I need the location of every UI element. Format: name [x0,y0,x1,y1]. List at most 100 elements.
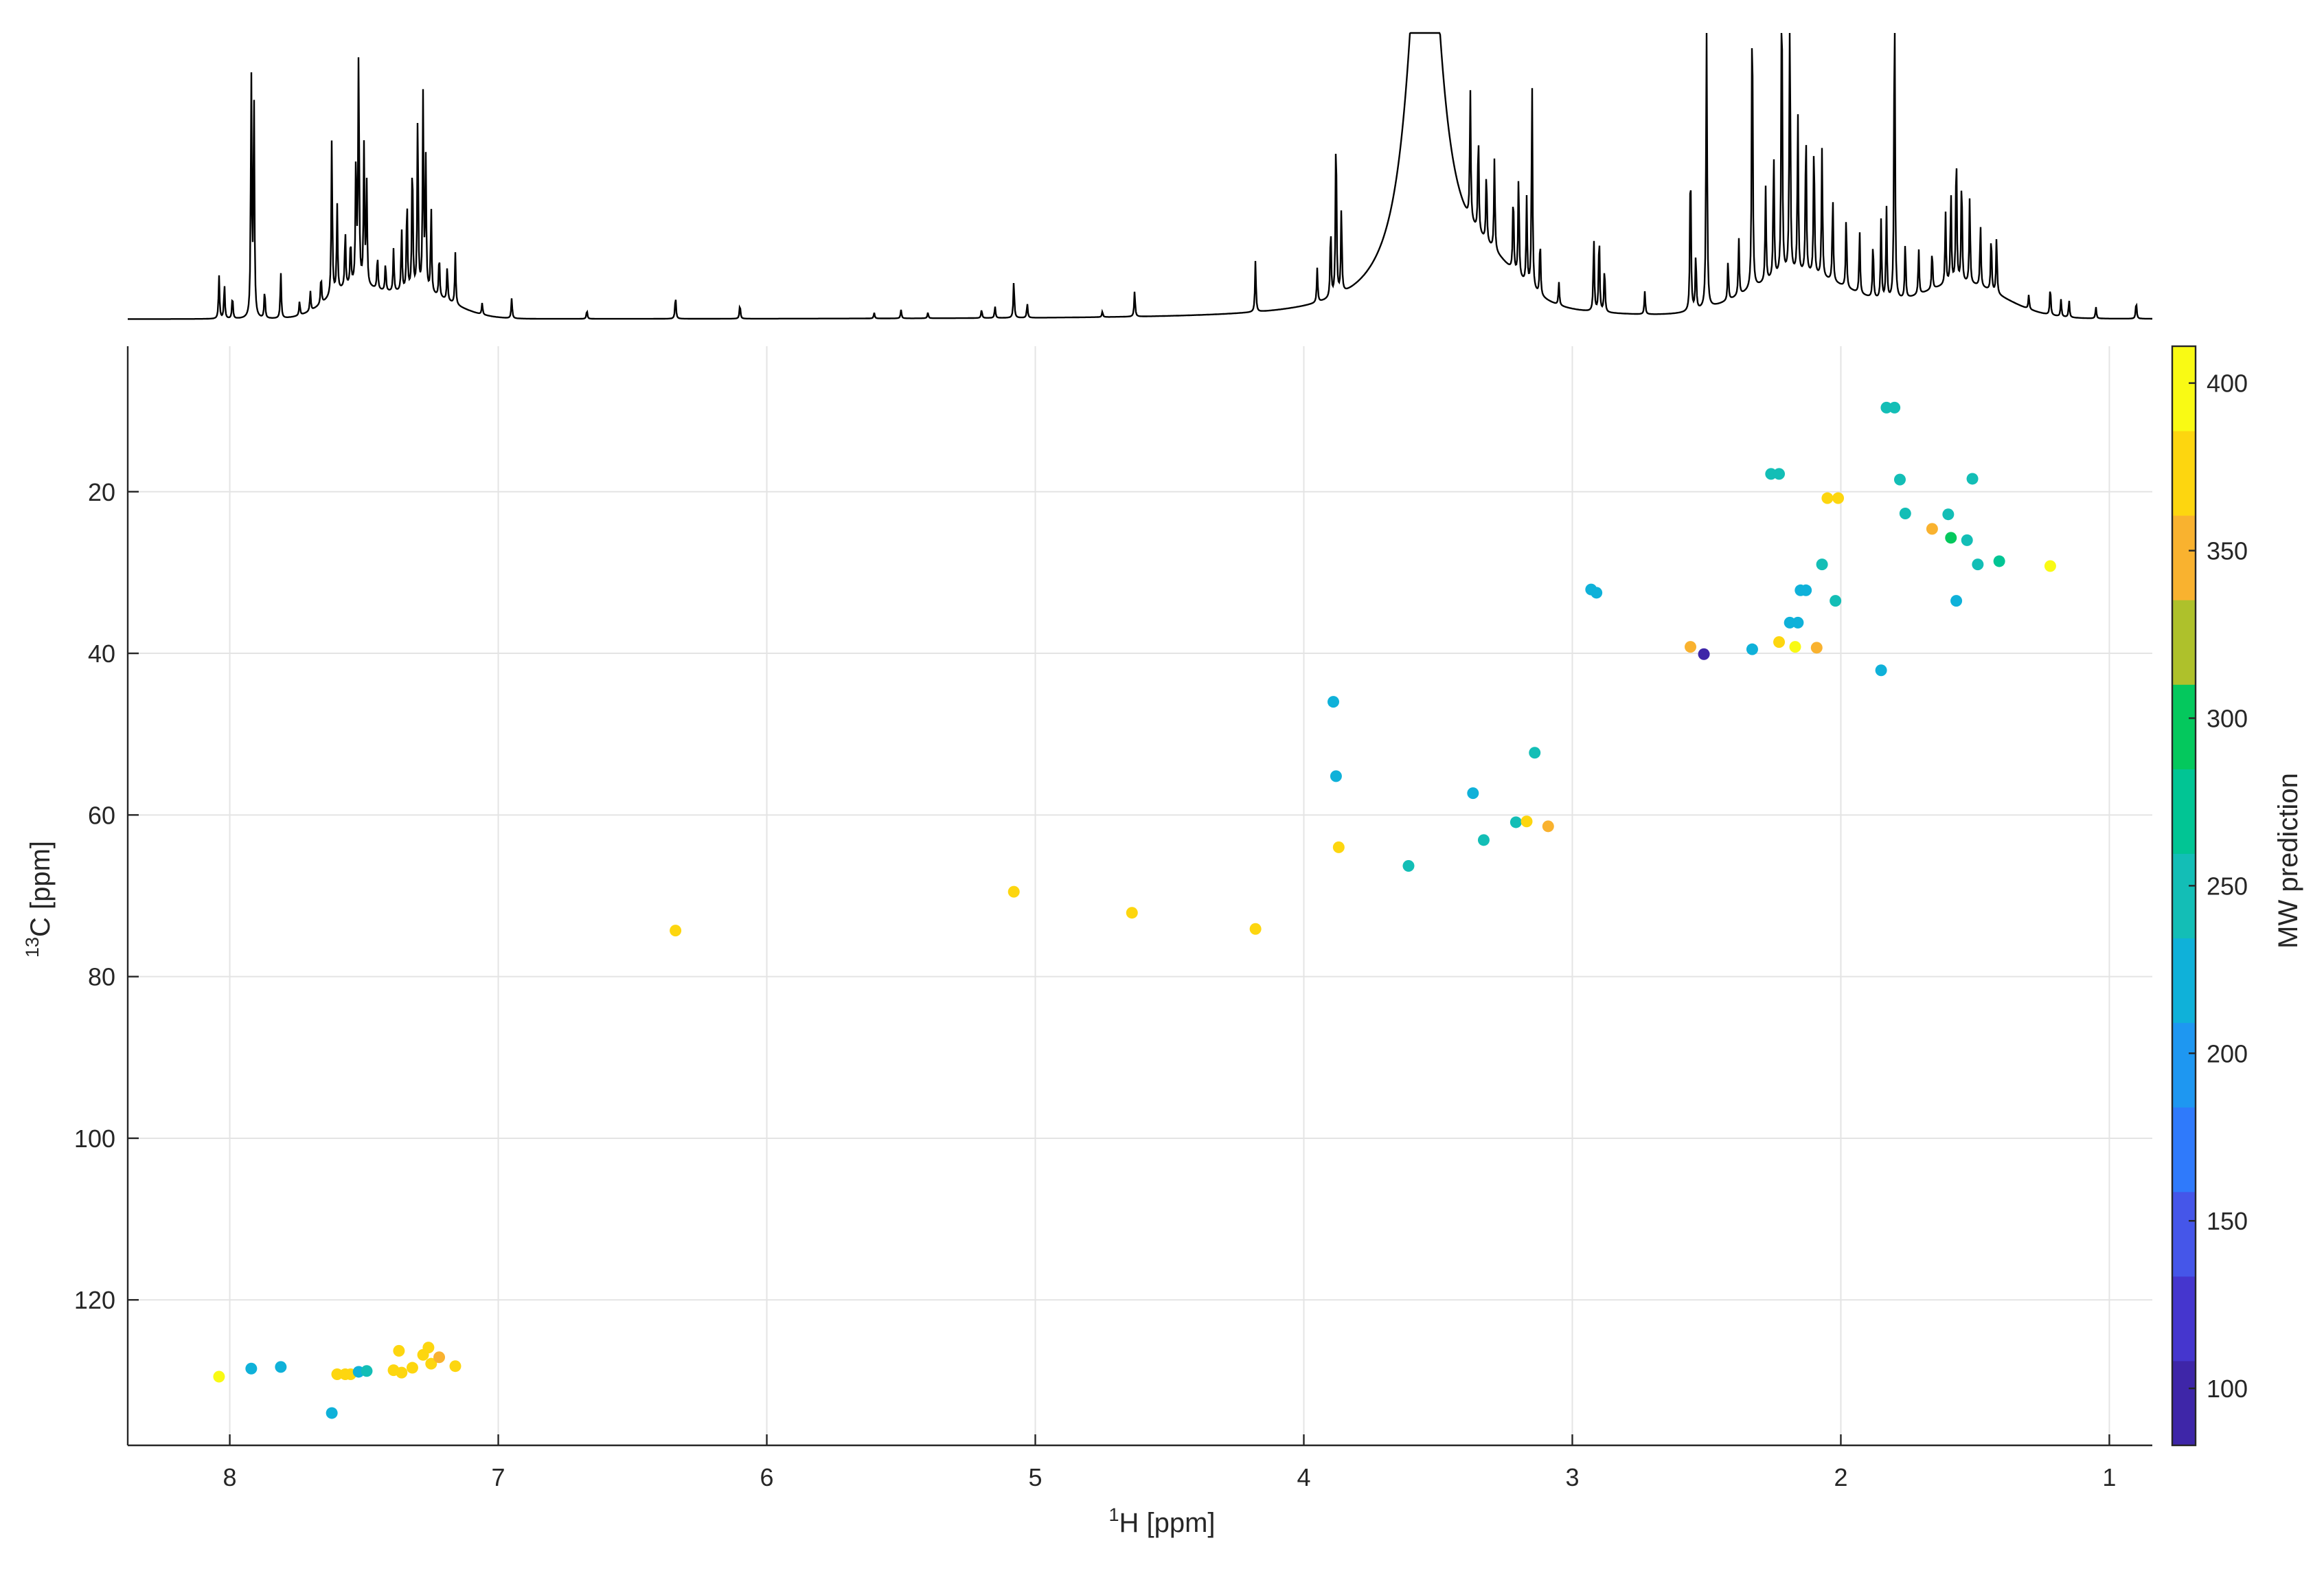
x-tick-label: 5 [1029,1463,1043,1491]
colorbar-tick-label: 400 [2207,370,2248,398]
scatter-point [331,1368,343,1380]
colorbar-segment [2172,768,2196,854]
colorbar-label: MW prediction [2273,773,2303,949]
x-tick-label: 3 [1565,1463,1579,1491]
x-tick-label: 4 [1297,1463,1310,1491]
colorbar-tick-label: 300 [2207,704,2248,732]
y-tick-label: 40 [88,640,115,668]
x-tick-label: 7 [492,1463,505,1491]
1h-spectrum-trace [128,32,2152,320]
scatter-point [1330,770,1342,782]
y-axis-label-text: C [ppm] [25,841,56,937]
scatter-point [422,1342,435,1354]
x-tick-label: 8 [223,1463,237,1491]
x-axis-label-text: H [ppm] [1119,1508,1215,1538]
scatter-point [406,1362,418,1374]
colorbar-tick-label: 250 [2207,872,2248,900]
scatter-point [245,1362,258,1375]
scatter-point [1746,643,1758,655]
colorbar-segment [2172,684,2196,769]
scatter-point [1893,473,1906,486]
y-tick-label: 80 [88,963,115,991]
y-tick-label: 60 [88,801,115,829]
x-tick-label: 6 [760,1463,774,1491]
colorbar-segment [2172,853,2196,939]
colorbar-tick-label: 350 [2207,537,2248,565]
scatter-points [213,401,2056,1419]
scatter-point [1773,468,1786,480]
scatter-point [670,925,682,937]
scatter-point [1529,747,1541,759]
colorbar-tick-label: 200 [2207,1039,2248,1068]
colorbar-segment [2172,515,2196,600]
scatter-point [1899,508,1911,520]
scatter-point [1332,841,1345,853]
scatter-point [1126,907,1138,919]
scatter-point [361,1365,373,1377]
scatter-point [213,1370,225,1383]
scatter-point [1972,558,1984,571]
scatter-point [1789,641,1801,653]
x-tick-label: 1 [2102,1463,2116,1491]
y-tick-label: 120 [74,1286,115,1314]
colorbar-segment [2172,1022,2196,1108]
colorbar: 100 150 200 250 300 350 400 [2171,345,2248,1447]
y-tick-label: 20 [88,478,115,506]
scatter-point [1993,555,2005,567]
x-tick-label: 2 [1834,1463,1847,1491]
scatter-point [1816,558,1828,571]
scatter-point [1765,468,1777,480]
scatter-point [1961,534,1973,546]
scatter-point [1477,834,1490,846]
scatter-point [1698,648,1710,660]
scatter-point [1249,923,1262,935]
colorbar-segment [2172,599,2196,685]
scatter-point [1821,492,1834,504]
scatter-point [1942,508,1955,521]
colorbar-segment [2172,1107,2196,1193]
scatter-point [1945,532,1957,544]
scatter-point [1966,473,1979,485]
colorbar-frame [2171,345,2197,1447]
grid-lines [128,346,2152,1445]
1h-spectrum-panel [128,32,2152,320]
scatter-point [326,1407,338,1419]
scatter-point [1467,787,1479,800]
scatter-point [1810,642,1823,654]
y-axis-label: 13C [ppm] [22,841,56,958]
scatter-point [1832,492,1845,504]
colorbar-segment [2172,1360,2196,1446]
colorbar-segment [2172,430,2196,516]
scatter-point [1007,885,1020,898]
scatter-point [1830,595,1842,607]
scatter-point [1784,616,1796,629]
scatter-point [1685,641,1697,653]
scatter-point [393,1344,405,1357]
colorbar-segment [2172,346,2196,431]
scatter-point [1520,815,1533,828]
x-axis-label: 1H [ppm] [1108,1504,1215,1538]
scatter-point [1880,401,1893,414]
scatter-point [1542,820,1554,833]
scatter-point [1773,636,1786,648]
scatter-point [1926,523,1938,535]
scatter-point [2044,560,2056,572]
scatter-point [1591,587,1603,599]
scatter-point [1328,696,1340,708]
scatter-point [1889,401,1901,414]
colorbar-segment [2172,938,2196,1024]
colorbar-segment [2172,1191,2196,1277]
y-tick-label: 100 [74,1125,115,1153]
scatter-point [425,1357,437,1370]
scatter-point [275,1361,287,1373]
colorbar-tick-label: 150 [2207,1207,2248,1235]
scatter-point [1510,816,1522,828]
scatter-point [433,1351,446,1364]
x-axis-label-sup: 1 [1108,1504,1119,1525]
scatter-point [1950,595,1963,607]
y-axis-label-sup: 13 [22,937,43,958]
scatter-point [1402,859,1415,872]
